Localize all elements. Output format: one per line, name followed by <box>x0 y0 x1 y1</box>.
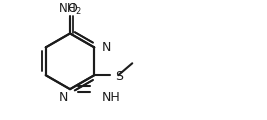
Text: S: S <box>115 70 123 83</box>
Text: N: N <box>102 41 112 54</box>
Text: O: O <box>67 2 77 15</box>
Text: NH$_2$: NH$_2$ <box>58 2 82 17</box>
Text: NH: NH <box>102 91 121 104</box>
Text: N: N <box>59 91 68 104</box>
